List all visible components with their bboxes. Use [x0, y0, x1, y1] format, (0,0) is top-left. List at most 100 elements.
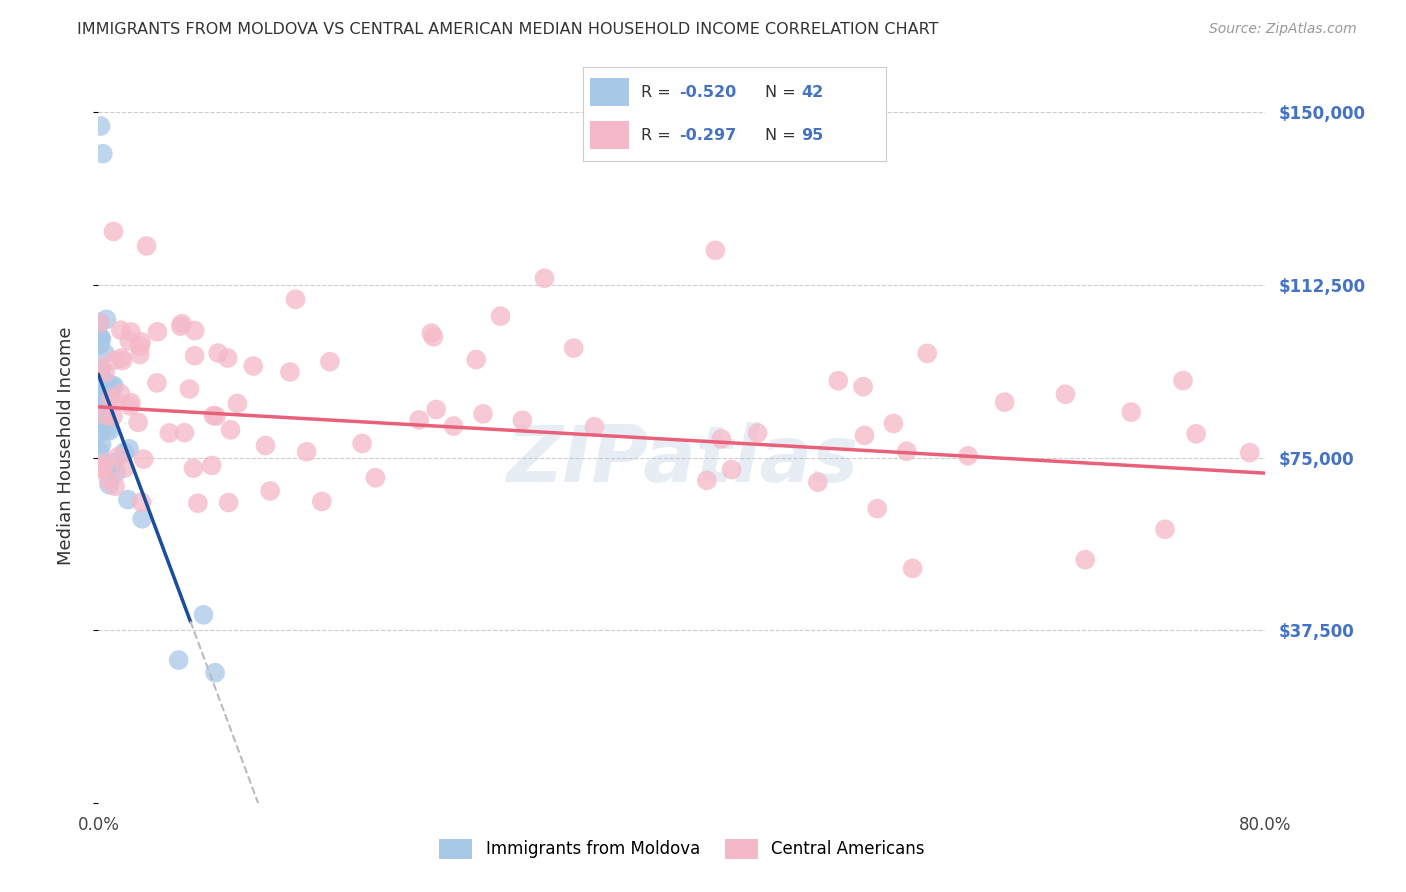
Point [110, 323, 132, 337]
Point [207, 346, 229, 360]
Point [202, 409, 225, 423]
Point [183, 461, 205, 475]
Point [364, 471, 387, 485]
Point [420, 326, 443, 340]
Point [957, 449, 980, 463]
Point [226, 396, 249, 410]
Point [747, 425, 769, 440]
Point [704, 244, 727, 258]
Point [131, 495, 153, 509]
Point [205, 409, 228, 423]
Point [311, 494, 333, 508]
Point [98, 477, 121, 491]
Point [167, 653, 190, 667]
Point [896, 444, 918, 458]
Text: -0.297: -0.297 [679, 128, 735, 143]
Point [1054, 387, 1077, 401]
Point [89, 462, 111, 476]
Point [284, 292, 307, 306]
Point [118, 442, 141, 456]
Point [295, 444, 318, 458]
Point [89, 372, 111, 386]
Point [254, 438, 277, 452]
Point [173, 425, 195, 440]
Point [94, 366, 117, 380]
Point [1074, 552, 1097, 566]
Point [91, 461, 114, 475]
Point [89, 384, 111, 399]
Point [90, 362, 112, 376]
Text: IMMIGRANTS FROM MOLDOVA VS CENTRAL AMERICAN MEDIAN HOUSEHOLD INCOME CORRELATION : IMMIGRANTS FROM MOLDOVA VS CENTRAL AMERI… [77, 22, 939, 37]
Point [218, 495, 240, 509]
Point [994, 395, 1017, 409]
Point [101, 456, 124, 470]
Point [882, 417, 904, 431]
Point [89, 377, 111, 392]
Point [193, 607, 215, 622]
Point [146, 376, 169, 390]
Point [90, 332, 112, 346]
Point [562, 341, 585, 355]
Point [352, 436, 374, 450]
Point [720, 462, 742, 476]
Point [1171, 374, 1194, 388]
Point [278, 365, 301, 379]
Point [422, 330, 444, 344]
Point [169, 319, 191, 334]
Point [219, 423, 242, 437]
Point [443, 419, 465, 434]
Point [179, 382, 201, 396]
Text: N =: N = [765, 128, 801, 143]
Point [97, 473, 120, 487]
Point [111, 353, 134, 368]
Point [96, 376, 118, 390]
Point [89, 315, 111, 329]
Text: N =: N = [765, 85, 801, 100]
Bar [589, 78, 628, 106]
Point [1185, 426, 1208, 441]
Point [184, 324, 207, 338]
Point [425, 402, 447, 417]
Point [472, 407, 495, 421]
Point [187, 496, 209, 510]
Point [901, 561, 924, 575]
Point [132, 452, 155, 467]
Y-axis label: Median Household Income: Median Household Income [56, 326, 75, 566]
Point [110, 351, 132, 365]
Point [129, 339, 152, 353]
Point [96, 312, 118, 326]
Text: ZIPatlas: ZIPatlas [506, 422, 858, 499]
Bar [589, 121, 628, 149]
Point [103, 379, 125, 393]
Point [93, 400, 115, 414]
Point [170, 317, 193, 331]
Point [827, 374, 849, 388]
Point [89, 416, 111, 430]
Text: 42: 42 [801, 85, 824, 100]
Point [120, 395, 142, 409]
Point [89, 338, 111, 352]
Point [98, 424, 121, 438]
Point [217, 351, 239, 365]
Point [91, 146, 114, 161]
Point [118, 334, 141, 348]
Point [89, 384, 111, 399]
Point [89, 337, 111, 351]
Point [94, 409, 117, 423]
Point [90, 437, 112, 451]
Point [89, 444, 111, 458]
Point [91, 394, 114, 409]
Point [100, 391, 122, 405]
Point [710, 432, 733, 446]
Point [93, 346, 115, 360]
Point [114, 461, 136, 475]
Point [128, 348, 150, 362]
Point [1154, 522, 1177, 536]
Point [127, 416, 149, 430]
Point [201, 458, 224, 473]
Point [107, 450, 129, 464]
Point [135, 239, 157, 253]
Point [852, 379, 875, 393]
Point [105, 466, 128, 480]
Point [101, 409, 124, 424]
